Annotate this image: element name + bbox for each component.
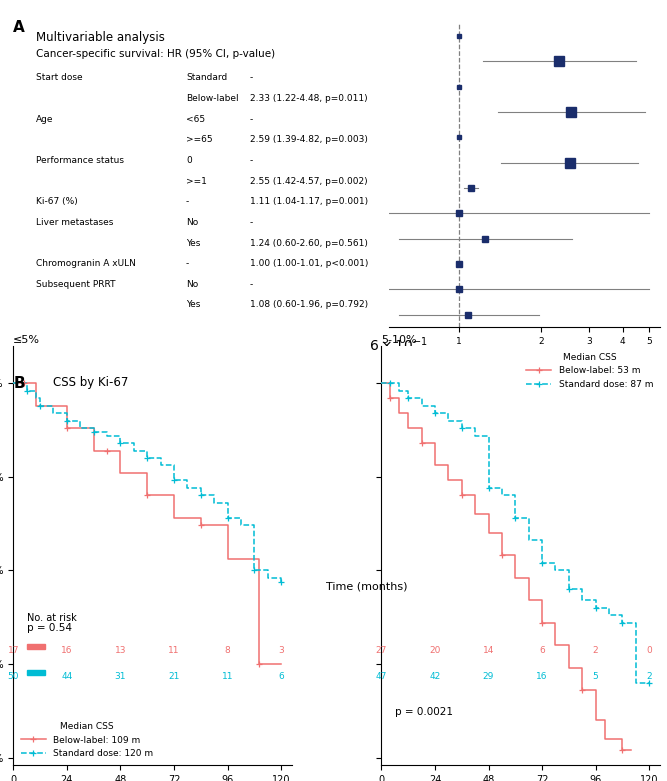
Text: 14: 14: [483, 646, 494, 655]
Text: CSS by Ki-67: CSS by Ki-67: [53, 376, 129, 390]
Text: Multivariable analysis: Multivariable analysis: [36, 31, 165, 44]
Text: 29: 29: [483, 672, 494, 681]
Text: >=65: >=65: [186, 135, 213, 144]
Text: 31: 31: [115, 672, 126, 681]
Text: 8: 8: [225, 646, 230, 655]
Text: ≤5%: ≤5%: [13, 335, 40, 344]
Text: -: -: [186, 259, 189, 268]
Text: 0: 0: [646, 646, 652, 655]
Text: p = 0.54: p = 0.54: [27, 623, 72, 633]
Text: Cancer-specific survival: HR (95% CI, p-value): Cancer-specific survival: HR (95% CI, p-…: [36, 49, 275, 59]
Text: No: No: [186, 280, 198, 289]
Text: A: A: [13, 20, 25, 34]
Text: 1.11 (1.04-1.17, p=0.001): 1.11 (1.04-1.17, p=0.001): [249, 198, 368, 206]
Text: <65: <65: [186, 115, 205, 123]
Text: 1.08 (0.60-1.96, p=0.792): 1.08 (0.60-1.96, p=0.792): [249, 301, 368, 309]
Text: Time (months): Time (months): [326, 582, 408, 592]
Text: 6: 6: [278, 672, 284, 681]
Text: -: -: [186, 198, 189, 206]
Text: Standard: Standard: [186, 73, 227, 82]
Text: Age: Age: [36, 115, 53, 123]
Text: Start dose: Start dose: [36, 73, 83, 82]
Text: Yes: Yes: [186, 238, 200, 248]
Text: Subsequent PRRT: Subsequent PRRT: [36, 280, 115, 289]
Text: -: -: [249, 218, 253, 226]
Text: 1.24 (0.60-2.60, p=0.561): 1.24 (0.60-2.60, p=0.561): [249, 238, 368, 248]
Text: 2.59 (1.39-4.82, p=0.003): 2.59 (1.39-4.82, p=0.003): [249, 135, 368, 144]
Text: -: -: [249, 115, 253, 123]
Legend: Below-label: 109 m, Standard dose: 120 m: Below-label: 109 m, Standard dose: 120 m: [18, 719, 156, 761]
Text: 13: 13: [115, 646, 126, 655]
Text: 11: 11: [221, 672, 233, 681]
Text: 5: 5: [593, 672, 598, 681]
Text: Chromogranin A xULN: Chromogranin A xULN: [36, 259, 135, 268]
Text: 21: 21: [168, 672, 179, 681]
Text: 1.00 (1.00-1.01, p<0.001): 1.00 (1.00-1.01, p<0.001): [249, 259, 368, 268]
Text: -: -: [249, 280, 253, 289]
Text: 2.33 (1.22-4.48, p=0.011): 2.33 (1.22-4.48, p=0.011): [249, 94, 368, 103]
Text: 2: 2: [593, 646, 598, 655]
Text: 11: 11: [168, 646, 179, 655]
Text: 2: 2: [646, 672, 652, 681]
Text: Liver metastases: Liver metastases: [36, 218, 113, 226]
Text: 3: 3: [278, 646, 284, 655]
Legend: Below-label: 53 m, Standard dose: 87 m: Below-label: 53 m, Standard dose: 87 m: [524, 350, 656, 391]
Text: 42: 42: [430, 672, 441, 681]
Text: 5-10%: 5-10%: [382, 335, 417, 344]
Text: 2.55 (1.42-4.57, p=0.002): 2.55 (1.42-4.57, p=0.002): [249, 177, 368, 186]
Text: 0: 0: [186, 156, 191, 165]
Text: Performance status: Performance status: [36, 156, 124, 165]
Text: Yes: Yes: [186, 301, 200, 309]
Text: Below-label: Below-label: [186, 94, 239, 103]
Text: No. at risk: No. at risk: [27, 613, 77, 623]
Text: -: -: [249, 73, 253, 82]
Text: Hazard ratio, 95% CI, log scale: Hazard ratio, 95% CI, log scale: [469, 373, 580, 379]
Text: 6: 6: [539, 646, 545, 655]
Text: No: No: [186, 218, 198, 226]
Text: 50: 50: [7, 672, 19, 681]
Text: p = 0.0021: p = 0.0021: [396, 707, 454, 717]
Text: -: -: [249, 156, 253, 165]
Text: 44: 44: [61, 672, 73, 681]
Text: 47: 47: [376, 672, 387, 681]
Text: 17: 17: [7, 646, 19, 655]
Text: 20: 20: [430, 646, 441, 655]
Text: B: B: [13, 376, 25, 391]
Text: Ki-67 (%): Ki-67 (%): [36, 198, 77, 206]
Text: >=1: >=1: [186, 177, 207, 186]
Text: 16: 16: [61, 646, 73, 655]
Text: 16: 16: [536, 672, 548, 681]
Text: 27: 27: [376, 646, 387, 655]
Text: decreased risk of death %<->% increased risk of death: decreased risk of death %<->% increased …: [424, 355, 625, 361]
